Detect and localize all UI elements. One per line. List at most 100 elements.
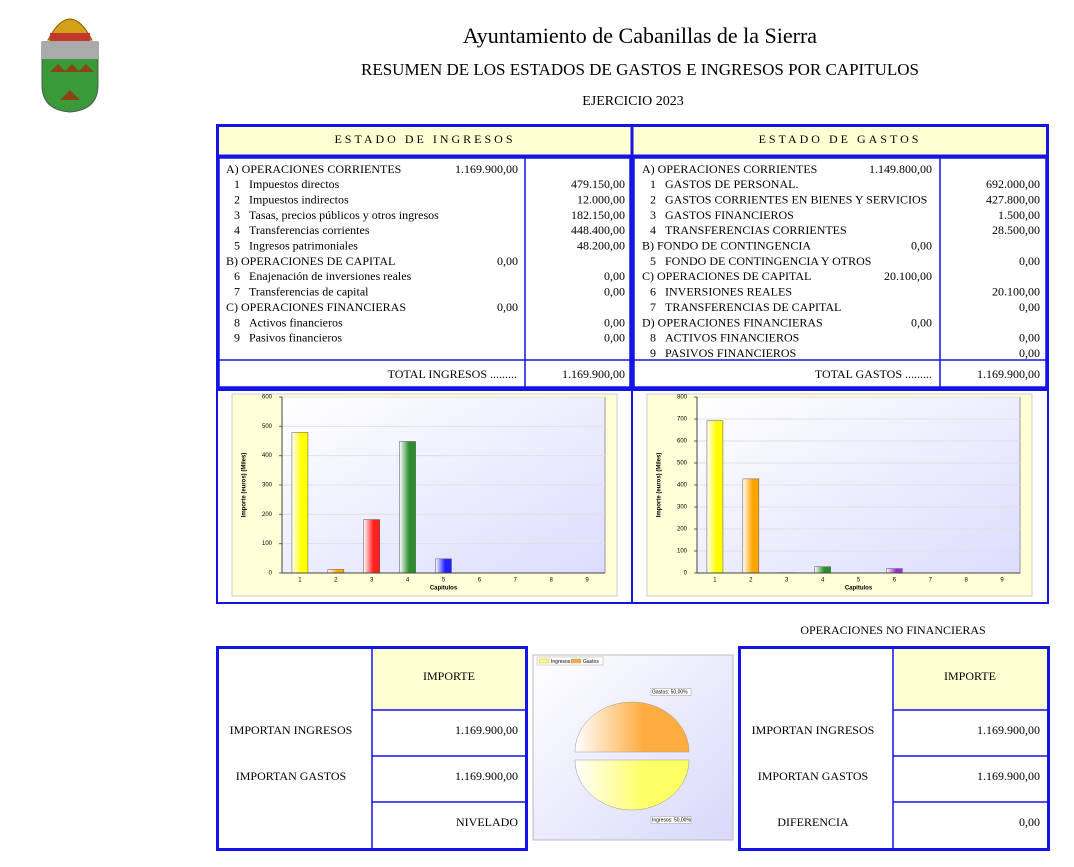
chapter-number: 6 [650,285,656,299]
result-label: DIFERENCIA [777,815,849,829]
chapter-label: Pasivos financieros [249,331,342,345]
total-value: 1.169.900,00 [977,367,1040,381]
legend-swatch [570,658,582,664]
section-heading: ESTADO DE GASTOS [759,132,922,146]
section-subtotal: 1.149.800,00 [869,162,932,176]
chapter-number: 1 [650,177,656,191]
section-label: C) OPERACIONES DE CAPITAL [642,269,811,283]
row-label: IMPORTAN INGRESOS [752,723,875,737]
y-axis-label: Importe (euros) (Miles) [657,453,663,518]
y-tick-label: 300 [262,483,273,489]
y-tick-label: 300 [677,505,688,511]
chapter-label: Impuestos indirectos [249,192,349,206]
column-header: IMPORTE [423,669,475,683]
x-axis-label: Capitulos [845,586,873,592]
total-label: TOTAL GASTOS ......... [815,367,932,381]
chapter-amount: 0,00 [604,269,625,283]
chapter-number: 3 [650,208,656,222]
caption: OPERACIONES NO FINANCIERAS [800,623,985,637]
chapter-amount: 28.500,00 [992,223,1040,237]
y-tick-label: 400 [262,453,273,459]
section-subtotal: 0,00 [911,315,932,329]
slice-label: Gastos: 50,00% [652,689,688,695]
section-label: C) OPERACIONES FINANCIERAS [226,300,406,314]
y-tick-label: 100 [677,549,688,555]
x-tick-label: 6 [893,578,897,584]
chapter-label: GASTOS FINANCIEROS [665,208,794,222]
chapter-amount: 48.200,00 [577,239,625,253]
bar [814,566,831,574]
chapter-number: 3 [234,208,240,222]
chapter-amount: 20.100,00 [992,285,1040,299]
legend-label: Ingresos [551,659,571,665]
chapter-amount: 1.500,00 [998,208,1040,222]
year: EJERCICIO 2023 [582,94,684,109]
chapter-number: 2 [234,192,240,206]
x-axis-label: Capitulos [430,586,458,592]
pie-slice [574,701,690,753]
row-value: 1.169.900,00 [455,723,518,737]
bar [291,432,309,574]
bar [706,420,724,574]
section-subtotal: 0,00 [911,239,932,253]
x-tick-label: 5 [857,578,861,584]
chart-frames [216,389,1049,604]
section-label: B) FONDO DE CONTINGENCIA [642,239,811,253]
result: 0,00 [1019,815,1040,829]
chapter-amount: 0,00 [604,285,625,299]
chapter-amount: 12.000,00 [577,192,625,206]
y-tick-label: 500 [677,461,688,467]
chapter-number: 4 [650,223,656,237]
section-subtotal: 20.100,00 [884,269,932,283]
x-tick-label: 1 [713,578,717,584]
chapter-number: 4 [234,223,240,237]
chapter-number: 8 [234,315,240,329]
chapter-number: 6 [234,269,240,283]
section-label: A) OPERACIONES CORRIENTES [226,162,401,176]
total-label: TOTAL INGRESOS ......... [388,367,517,381]
row-value: 1.169.900,00 [977,723,1040,737]
y-tick-label: 800 [677,395,688,401]
x-tick-label: 8 [549,578,553,584]
bar-chart: 0 100 200 300 400 500 600 1 2 3 4 5 6 7 8 9 Capitulos Imp… [231,393,618,597]
section-label: B) OPERACIONES DE CAPITAL [226,254,395,268]
legend-label: Gastos [583,659,599,665]
chapter-amount: 0,00 [1019,300,1040,314]
row-label: IMPORTAN INGRESOS [230,723,353,737]
chapter-number: 7 [650,300,656,314]
logo [41,18,99,113]
x-tick-label: 7 [929,578,933,584]
section-label: D) OPERACIONES FINANCIERAS [642,315,823,329]
chapter-amount: 448.400,00 [571,223,625,237]
x-tick-label: 6 [478,578,482,584]
chapter-amount: 0,00 [604,315,625,329]
chapter-amount: 0,00 [1019,254,1040,268]
section-subtotal: 0,00 [497,300,518,314]
chapter-amount: 0,00 [1019,331,1040,345]
x-tick-label: 2 [334,578,338,584]
chapter-number: 2 [650,192,656,206]
chapter-amount: 692.000,00 [986,177,1040,191]
bar [327,569,345,574]
total-value: 1.169.900,00 [562,367,625,381]
y-tick-label: 100 [262,541,273,547]
label-box [650,816,692,824]
chapter-label: GASTOS CORRIENTES EN BIENES Y SERVICIOS [665,192,927,206]
chapter-label: Tasas, precios públicos y otros ingresos [249,208,439,222]
x-tick-label: 8 [964,578,968,584]
section-subtotal: 1.169.900,00 [455,162,518,176]
legend-swatch [538,658,550,664]
result: NIVELADO [456,815,518,829]
chapter-label: Activos financieros [249,315,343,329]
subtitle: RESUMEN DE LOS ESTADOS DE GASTOS E INGRE… [361,60,919,79]
y-tick-label: 0 [684,571,688,577]
label-box [650,688,692,696]
chapter-label: TRANSFERENCIAS CORRIENTES [665,223,847,237]
section-heading: ESTADO DE INGRESOS [334,132,515,146]
y-axis-label: Importe (euros) (Miles) [242,453,248,518]
y-tick-label: 0 [269,571,273,577]
y-tick-label: 600 [677,439,688,445]
pie-slice [574,759,690,811]
